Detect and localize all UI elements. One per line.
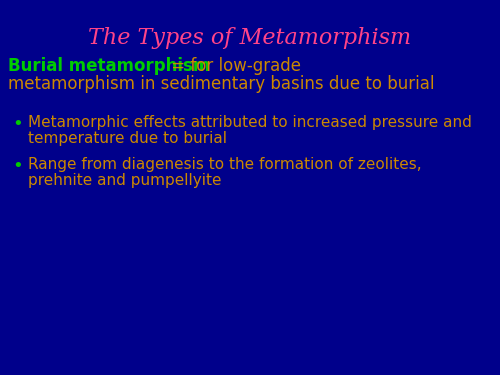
Text: Burial metamorphism: Burial metamorphism: [8, 57, 210, 75]
Text: metamorphism in sedimentary basins due to burial: metamorphism in sedimentary basins due t…: [8, 75, 434, 93]
Text: •: •: [12, 115, 23, 133]
Text: prehnite and pumpellyite: prehnite and pumpellyite: [28, 173, 222, 188]
Text: Range from diagenesis to the formation of zeolites,: Range from diagenesis to the formation o…: [28, 157, 421, 172]
Text: •: •: [12, 157, 23, 175]
Text: Metamorphic effects attributed to increased pressure and: Metamorphic effects attributed to increa…: [28, 115, 472, 130]
Text: = for low-grade: = for low-grade: [166, 57, 301, 75]
Text: temperature due to burial: temperature due to burial: [28, 131, 227, 146]
Text: The Types of Metamorphism: The Types of Metamorphism: [88, 27, 411, 49]
